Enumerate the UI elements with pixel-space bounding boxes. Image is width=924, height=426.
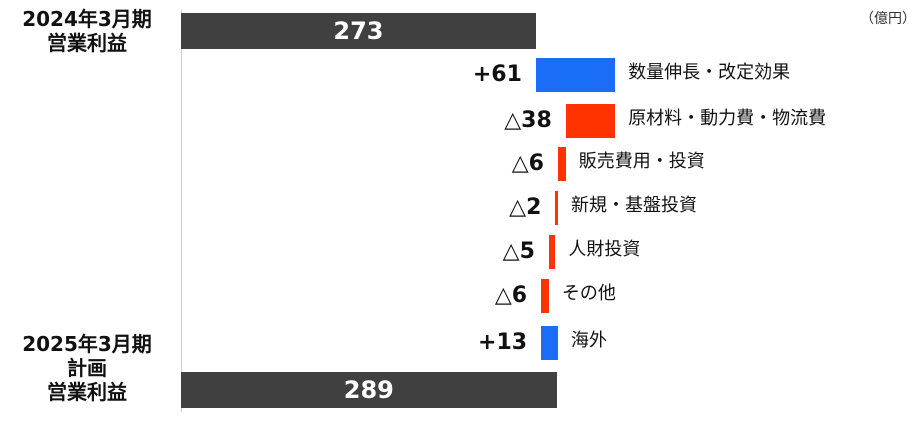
- delta-bar: [565, 104, 616, 138]
- total-bar: [181, 13, 536, 49]
- category-label: 2025年3月期 計画 営業利益: [22, 332, 152, 404]
- delta-bar: [548, 235, 556, 269]
- category-label: 販売費用・投資: [578, 151, 705, 172]
- total-value-label: 273: [333, 17, 384, 45]
- total-value-label: 289: [343, 376, 394, 404]
- category-label: 海外: [571, 330, 607, 351]
- delta-value-label: +13: [478, 330, 528, 355]
- category-label: 2024年3月期 営業利益: [22, 7, 152, 55]
- delta-value-label: △6: [494, 283, 528, 308]
- delta-bar: [541, 279, 549, 313]
- category-label: 人財投資: [568, 239, 641, 260]
- delta-bar: [541, 326, 558, 360]
- delta-bar: [558, 147, 566, 181]
- unit-label: （億円）: [860, 11, 916, 27]
- delta-value-label: △38: [504, 108, 552, 133]
- delta-value-label: △5: [502, 239, 535, 264]
- delta-bar: [555, 191, 558, 225]
- delta-bar: [535, 58, 616, 92]
- category-label: 数量伸長・改定効果: [628, 62, 791, 83]
- delta-value-label: △6: [511, 151, 544, 176]
- category-label: 原材料・動力費・物流費: [628, 108, 827, 129]
- total-bar: [181, 372, 557, 408]
- category-label: 新規・基盤投資: [571, 195, 697, 216]
- category-label: その他: [561, 283, 616, 304]
- axis-line: [181, 10, 182, 412]
- delta-value-label: +61: [472, 62, 522, 87]
- delta-value-label: △2: [509, 195, 542, 220]
